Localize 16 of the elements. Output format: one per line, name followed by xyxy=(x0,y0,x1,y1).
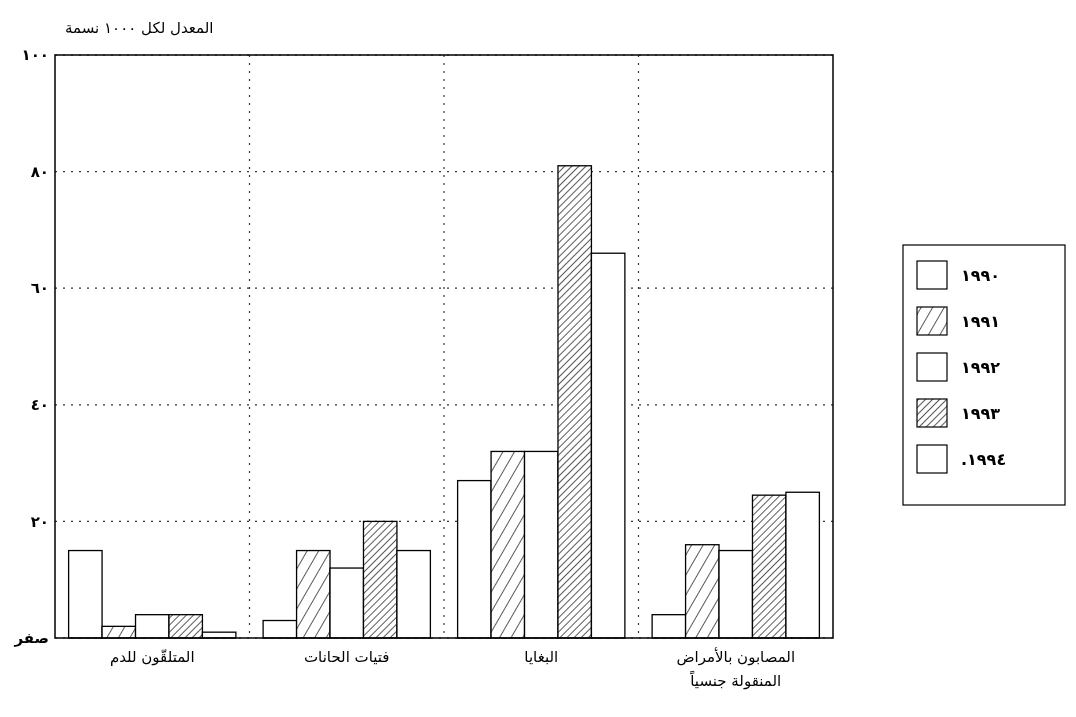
legend-label: ١٩٩٣ xyxy=(961,403,1001,423)
y-axis-title: المعدل لكل ١٠٠٠ نسمة xyxy=(65,19,214,37)
x-tick-label: المصابون بالأمراض المنقولة جنسياً xyxy=(676,647,796,690)
legend-label: ١٩٩١ xyxy=(961,311,1001,331)
y-tick-label: ١٠٠ xyxy=(21,46,49,65)
legend-label: ١٩٩٤. xyxy=(961,449,1007,469)
y-tick-label: ٦٠ xyxy=(30,279,49,298)
x-tick-label: فتيات الحانات xyxy=(303,648,390,666)
y-tick-label: ٢٠ xyxy=(30,512,49,531)
y-tick-label: صفر xyxy=(13,629,49,648)
legend-label: ١٩٩٠ xyxy=(961,265,1001,285)
x-tick-label: البغايا xyxy=(524,648,559,666)
y-tick-label: ٤٠ xyxy=(30,396,49,415)
x-tick-label: المتلقّون للدم xyxy=(109,648,195,666)
y-tick-label: ٨٠ xyxy=(30,162,49,181)
legend-label: ١٩٩٢ xyxy=(961,357,1001,377)
